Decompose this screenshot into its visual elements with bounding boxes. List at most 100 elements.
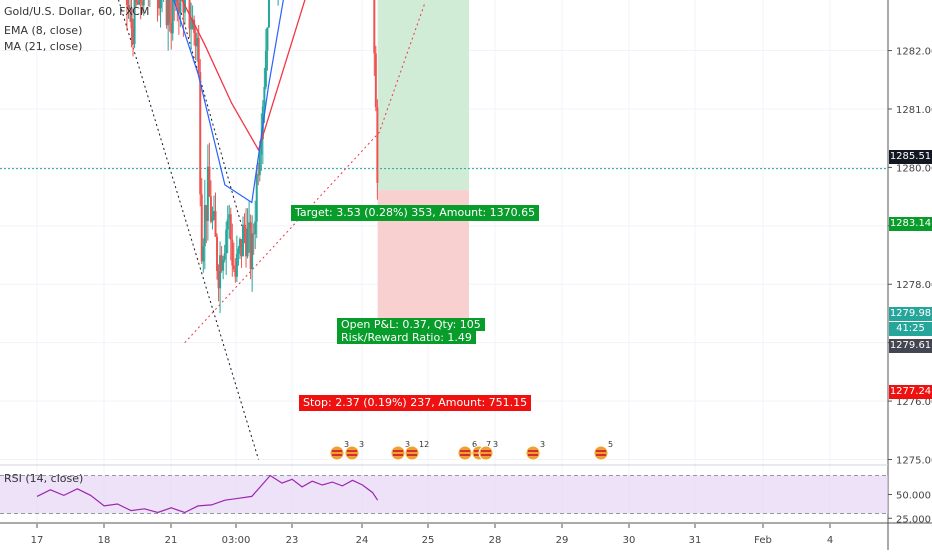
rsi-tick-label: 50.000 [896, 491, 931, 502]
candle-body [211, 216, 214, 222]
candle-body [127, 5, 130, 9]
candle-body [237, 248, 240, 254]
flag-stripe [528, 454, 538, 456]
time-tick-label: 31 [689, 535, 702, 546]
candle-body [132, 28, 135, 45]
flag-stripe [393, 454, 403, 456]
time-tick-label: 29 [556, 535, 569, 546]
candle-body [260, 139, 263, 155]
horizontal-line-price-tag: 1285.51 [889, 150, 932, 164]
candle-body [216, 236, 219, 272]
candle-body [139, 0, 142, 3]
rsi-tick-label: 25.000 [896, 514, 931, 525]
candle-body [223, 253, 226, 260]
candle-body [249, 222, 252, 270]
us-flag-icon [404, 445, 420, 461]
rsi-legend[interactable]: RSI (14, close) [4, 472, 83, 485]
candle-body [202, 246, 205, 262]
target-label[interactable]: Target: 3.53 (0.28%) 353, Amount: 1370.6… [291, 205, 540, 221]
flag-stripe [596, 454, 606, 456]
candle-body [226, 219, 229, 230]
stop-label-text: Stop: 2.37 (0.19%) 237, Amount: 751.15 [303, 396, 528, 409]
trendline [118, 0, 259, 460]
candle-body [165, 0, 168, 26]
candle-body [235, 253, 238, 277]
stop-price-tag: 1277.24 [889, 385, 932, 399]
candle-body [214, 211, 217, 237]
countdown-tag: 41:25 [889, 322, 932, 336]
candle-body [199, 71, 202, 195]
candle-body [219, 255, 222, 289]
rsi-line [36, 474, 379, 514]
trendline [177, 0, 243, 226]
time-tick-label: 24 [356, 535, 369, 546]
candle-body [225, 229, 228, 254]
us-flag-icon [457, 445, 473, 461]
candle-body [171, 0, 174, 34]
event-count: 3 [359, 440, 364, 449]
candle-body [138, 0, 141, 5]
flag-stripe [332, 450, 342, 452]
candle-body [197, 37, 200, 72]
event-marker[interactable]: 5 [593, 440, 613, 461]
candle-body [133, 0, 136, 45]
candle-body [373, 0, 376, 54]
trendline [184, 3, 426, 344]
event-count: 7 [486, 440, 491, 449]
target-price-tag: 1283.14 [889, 217, 932, 231]
event-marker[interactable]: 3 [478, 440, 498, 461]
flag-stripe [347, 454, 357, 456]
candle-body [263, 86, 266, 107]
pnl-label[interactable]: Open P&L: 0.37, Qty: 105 [337, 318, 485, 331]
candle-body [194, 32, 197, 47]
flag-stripe [481, 454, 491, 456]
flag-stripe [528, 450, 538, 452]
candle-body [220, 255, 223, 271]
event-count: 6 [472, 440, 477, 449]
price-tick-label: 1280.00 [896, 163, 932, 174]
candle-body [222, 259, 225, 271]
us-flag-icon [593, 445, 609, 461]
rsi-legend-label: RSI (14, close) [4, 472, 84, 485]
event-marker[interactable]: 12 [404, 440, 429, 461]
candle-body [229, 214, 232, 240]
pnl-label-text: Open P&L: 0.37, Qty: 105 [341, 318, 481, 331]
flag-stripe [460, 454, 470, 456]
event-count: 5 [608, 440, 613, 449]
rr-label[interactable]: Risk/Reward Ratio: 1.49 [337, 331, 476, 344]
flag-stripe [407, 450, 417, 452]
candle-body [241, 224, 244, 257]
time-tick-label: 23 [286, 535, 299, 546]
candle-body [200, 194, 203, 262]
us-flag-icon [329, 445, 345, 461]
event-count: 3 [540, 440, 545, 449]
symbol-legend[interactable]: Gold/U.S. Dollar, 60, FXCM [4, 5, 149, 18]
candle-body [168, 0, 171, 24]
price-tick-label: 1278.00 [896, 280, 932, 291]
candle-body [136, 1, 139, 5]
candle-body [208, 166, 211, 197]
event-marker[interactable]: 3 [329, 440, 349, 461]
event-marker[interactable]: 3 [525, 440, 545, 461]
event-marker[interactable]: 3 [344, 440, 364, 461]
candle-body [135, 0, 138, 2]
candle-body [267, 0, 270, 28]
price-tick-label: 1281.00 [896, 105, 932, 116]
event-marker[interactable]: 3 [390, 440, 410, 461]
candle-body [246, 228, 249, 257]
candle-body [179, 0, 182, 14]
candle-body [128, 7, 131, 9]
candle-body [142, 0, 145, 6]
candle-body [234, 269, 237, 277]
current-price-tag: 1279.98 [889, 307, 932, 321]
symbol-title: Gold/U.S. Dollar, 60, FXCM [4, 5, 150, 18]
candle-body [190, 28, 193, 30]
event-count: 3 [405, 440, 410, 449]
stop-label[interactable]: Stop: 2.37 (0.19%) 237, Amount: 751.15 [299, 395, 532, 411]
candle-body [167, 0, 170, 26]
ema-legend[interactable]: EMA (8, close) [4, 24, 82, 37]
ma-legend[interactable]: MA (21, close) [4, 40, 82, 53]
flag-stripe [407, 454, 417, 456]
